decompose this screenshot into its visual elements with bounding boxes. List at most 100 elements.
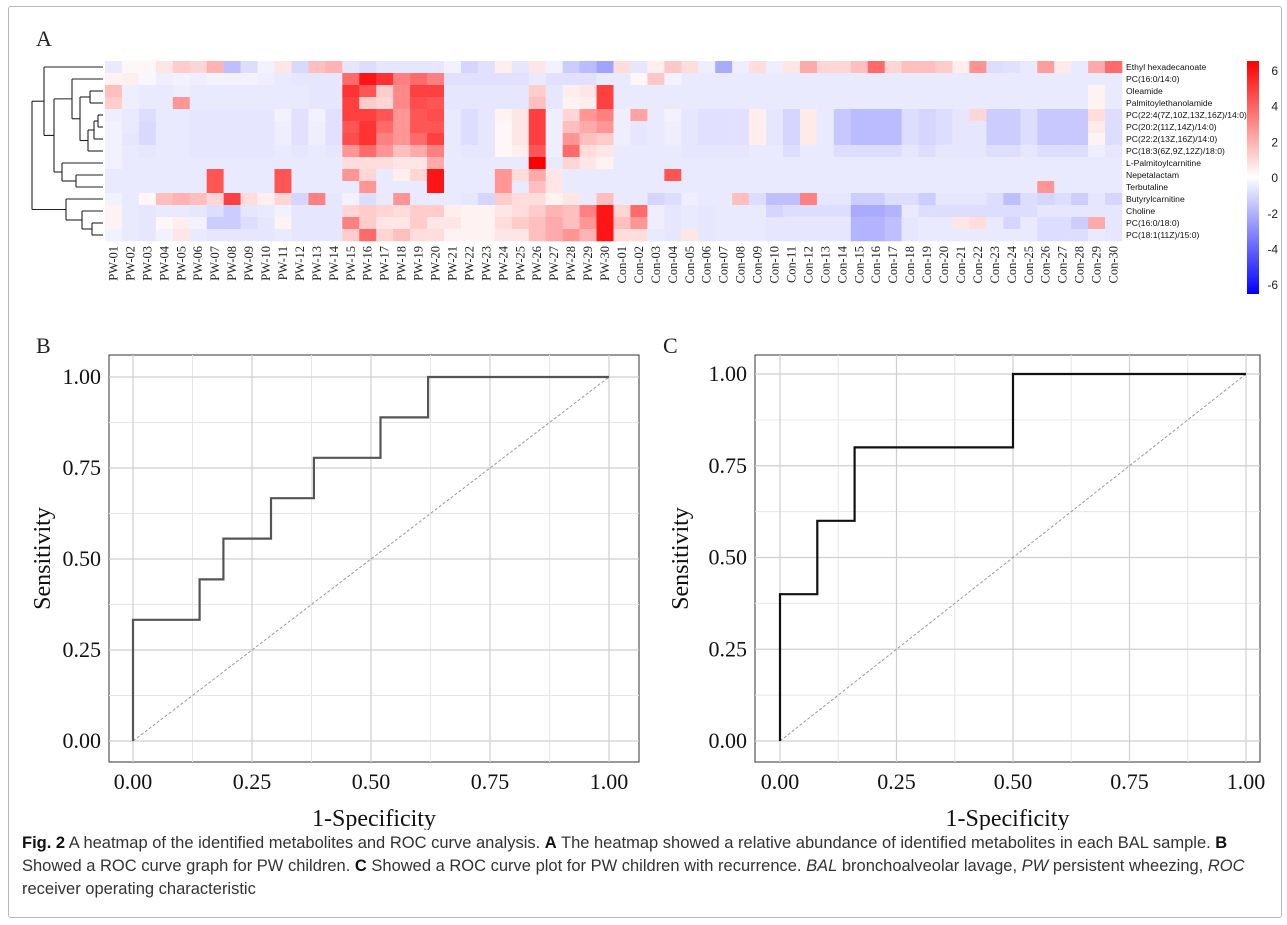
heatmap-cell <box>223 193 241 206</box>
heatmap-cell <box>969 181 987 194</box>
heatmap-cell <box>816 157 835 170</box>
figure-frame <box>8 6 1282 918</box>
heatmap-cell <box>376 85 394 98</box>
heatmap-cell <box>308 85 326 98</box>
heatmap-cell <box>291 133 309 146</box>
heatmap-cell <box>681 73 699 86</box>
heatmap-cell <box>545 97 563 110</box>
roc-y-tick-label: 0.00 <box>63 728 102 753</box>
heatmap-cell <box>189 229 207 242</box>
heatmap-cell <box>783 169 801 182</box>
heatmap-row-label: PC(18:1(11Z)/15:0) <box>1126 230 1200 240</box>
heatmap-cell <box>783 97 801 110</box>
heatmap-cell <box>850 217 869 230</box>
heatmap-cell <box>325 169 343 182</box>
heatmap-cell <box>935 133 953 146</box>
heatmap-cell <box>477 85 496 98</box>
heatmap-cell <box>511 181 530 194</box>
heatmap-cell <box>1003 97 1021 110</box>
heatmap-cell <box>410 217 428 230</box>
heatmap-column-label: Con-08 <box>734 246 748 284</box>
heatmap-cell <box>257 217 275 230</box>
heatmap-cell <box>799 229 818 242</box>
heatmap-cell <box>715 73 733 86</box>
heatmap-cell <box>562 85 580 98</box>
heatmap-cell <box>105 61 123 74</box>
heatmap-cell <box>359 181 377 194</box>
heatmap-cell <box>393 97 411 110</box>
heatmap-cell <box>749 133 767 146</box>
heatmap-cell <box>376 229 394 242</box>
heatmap-cell <box>681 133 699 146</box>
heatmap-cell <box>172 193 191 206</box>
heatmap-cell <box>799 109 818 122</box>
heatmap-cell <box>545 157 563 170</box>
heatmap-cell <box>1003 133 1021 146</box>
heatmap-cell <box>579 193 597 206</box>
heatmap-cell <box>545 73 563 86</box>
heatmap-cell <box>833 133 852 146</box>
heatmap-column-label: PW-27 <box>547 246 561 281</box>
heatmap-cell <box>833 193 852 206</box>
heatmap-column-label: PW-26 <box>530 246 544 281</box>
heatmap-cell <box>1003 193 1021 206</box>
heatmap-cell <box>732 229 750 242</box>
heatmap-cell <box>850 109 869 122</box>
heatmap-cell <box>562 121 580 134</box>
heatmap-cell <box>494 205 513 218</box>
heatmap-cell <box>613 133 631 146</box>
heatmap-cell <box>359 145 377 158</box>
heatmap-column-label: PW-08 <box>225 246 239 281</box>
heatmap-cell <box>850 133 869 146</box>
heatmap-cell <box>325 121 343 134</box>
heatmap-cell <box>528 157 546 170</box>
heatmap-cell <box>155 133 174 146</box>
heatmap-cell <box>155 85 174 98</box>
heatmap-cell <box>986 157 1004 170</box>
heatmap-cell <box>308 229 326 242</box>
heatmap-cell <box>342 217 360 230</box>
heatmap-column-label: PW-19 <box>412 246 426 281</box>
heatmap-cell <box>732 157 750 170</box>
heatmap-cell <box>715 133 733 146</box>
heatmap-cell <box>545 121 563 134</box>
heatmap-cell <box>545 133 563 146</box>
heatmap-cell <box>1105 97 1123 110</box>
heatmap-cell <box>393 145 411 158</box>
heatmap-cell <box>1037 97 1055 110</box>
heatmap-cell <box>783 229 801 242</box>
heatmap-cell <box>325 61 343 74</box>
heatmap-cell <box>833 121 852 134</box>
heatmap-cell <box>206 145 224 158</box>
heatmap-cell <box>613 229 631 242</box>
heatmap-cell <box>138 133 157 146</box>
heatmap-cell <box>698 193 716 206</box>
heatmap-cell <box>308 109 326 122</box>
heatmap-column-label: Con-02 <box>632 246 646 284</box>
heatmap-cell <box>935 229 953 242</box>
heatmap-cell <box>918 97 936 110</box>
heatmap-column-label: PW-02 <box>123 246 137 281</box>
heatmap-cell <box>884 205 902 218</box>
heatmap-cell <box>596 85 614 98</box>
heatmap-column-label: PW-04 <box>157 245 171 280</box>
heatmap-cell <box>257 229 275 242</box>
heatmap-cell <box>562 157 580 170</box>
heatmap-cell <box>935 121 953 134</box>
heatmap-cell <box>291 121 309 134</box>
heatmap-cell <box>477 169 496 182</box>
roc-x-axis-label: 1-Specificity <box>312 806 436 830</box>
heatmap-cell <box>799 157 818 170</box>
heatmap-cell <box>189 145 207 158</box>
heatmap-cell <box>867 109 885 122</box>
color-scale-tick-label: 4 <box>1271 100 1278 114</box>
heatmap-cell <box>528 169 546 182</box>
heatmap-cell <box>274 157 292 170</box>
heatmap-cell <box>952 205 970 218</box>
heatmap-column-label: Con-25 <box>1022 246 1036 284</box>
heatmap-column-label: Con-07 <box>717 246 731 284</box>
heatmap-column-label: Con-03 <box>649 246 663 284</box>
heatmap-cell <box>647 217 665 230</box>
heatmap-cell <box>918 145 936 158</box>
heatmap-cell <box>172 85 191 98</box>
